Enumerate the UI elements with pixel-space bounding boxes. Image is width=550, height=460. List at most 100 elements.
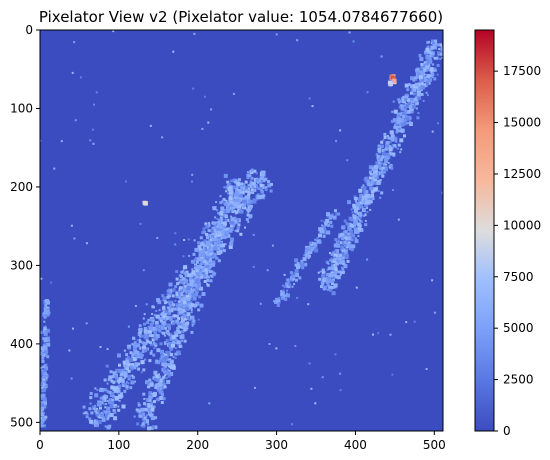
heatmap-cell <box>216 228 221 233</box>
heatmap-cell <box>219 195 222 198</box>
heatmap-cell <box>181 326 185 330</box>
heatmap-cell <box>166 295 170 299</box>
colorbar-tick-label: 17500 <box>503 64 541 78</box>
heatmap-cell <box>110 393 114 397</box>
heatmap-cell <box>222 209 227 213</box>
heatmap-cell <box>180 318 185 323</box>
heatmap-cell <box>44 343 47 346</box>
heatmap-cell <box>157 300 162 305</box>
heatmap-cell <box>183 328 187 332</box>
heatmap-cell <box>291 274 296 279</box>
heatmap-cell <box>352 214 355 216</box>
heatmap-cell <box>139 335 142 338</box>
heatmap-cell <box>179 286 183 290</box>
heatmap-cell <box>440 46 443 51</box>
heatmap-cell <box>389 152 393 156</box>
colorbar-tick-label: 0 <box>503 424 511 438</box>
heatmap-cell <box>425 91 428 94</box>
heatmap-cell <box>170 353 174 356</box>
heatmap-cell <box>366 180 370 184</box>
heatmap-cell <box>232 222 236 226</box>
heatmap-cell <box>418 86 422 90</box>
heatmap-cell <box>327 262 330 265</box>
heatmap-cell <box>358 206 361 209</box>
heatmap-cell <box>216 217 219 220</box>
heatmap-cell <box>115 368 120 373</box>
heatmap-cell <box>159 387 162 390</box>
heatmap-cell <box>354 211 357 214</box>
heatmap-cell <box>426 57 430 61</box>
heatmap-cell <box>267 183 272 188</box>
heatmap-cell <box>41 356 45 360</box>
heatmap-cell <box>225 215 228 217</box>
heatmap-cell <box>43 364 46 367</box>
heatmap-cell <box>290 423 293 426</box>
heatmap-cell <box>286 293 290 298</box>
heatmap-cell <box>142 317 145 320</box>
heatmap-cell <box>200 275 204 279</box>
heatmap-cell <box>182 281 186 285</box>
heatmap-cell <box>210 108 213 111</box>
heatmap-cell <box>240 186 244 189</box>
heatmap-cell <box>191 180 193 183</box>
heatmap-cell <box>105 395 108 397</box>
heatmap-cell <box>122 384 126 387</box>
heatmap-cell <box>83 405 86 408</box>
heatmap-cell <box>188 303 192 307</box>
heatmap-cell <box>156 237 159 239</box>
heatmap-cell <box>252 233 255 236</box>
heatmap-cell <box>162 317 166 321</box>
heatmap-cell <box>104 388 108 392</box>
heatmap-cell <box>208 225 210 228</box>
heatmap-cell <box>203 253 207 257</box>
heatmap-cell <box>191 324 194 327</box>
heatmap-cell <box>212 206 217 211</box>
heatmap-cell <box>270 183 273 186</box>
heatmap-cell <box>175 319 180 324</box>
heatmap-cell <box>153 347 156 350</box>
heatmap-cell <box>160 354 165 359</box>
heatmap-cell <box>209 255 213 259</box>
x-tick-label: 500 <box>423 438 446 452</box>
heatmap-cell <box>313 243 316 245</box>
heatmap-cell <box>178 281 181 284</box>
heatmap-cell <box>404 110 408 114</box>
heatmap-cell <box>398 127 401 130</box>
heatmap-cell <box>206 255 209 258</box>
heatmap-cell <box>85 415 89 419</box>
heatmap-cell <box>253 188 257 192</box>
heatmap-cell <box>138 338 141 341</box>
heatmap-cell <box>137 332 142 336</box>
heatmap-cell <box>392 189 394 191</box>
heatmap-cell <box>42 329 46 333</box>
heatmap-cell <box>143 397 146 400</box>
heatmap-cell <box>117 408 121 412</box>
heatmap-cell <box>163 301 167 305</box>
heatmap-cell <box>419 57 424 61</box>
heatmap-cell <box>168 326 171 330</box>
heatmap-cell <box>364 179 368 183</box>
heatmap-cell <box>212 271 215 275</box>
heatmap-cell <box>217 224 221 228</box>
heatmap-cell <box>322 278 327 283</box>
heatmap-cell <box>214 216 217 219</box>
heatmap-cell <box>397 118 401 122</box>
heatmap-cell <box>289 277 293 281</box>
heatmap-cell <box>246 208 250 212</box>
heatmap-cell <box>399 118 404 123</box>
heatmap-cell <box>220 232 223 235</box>
heatmap-cell <box>344 230 348 234</box>
heatmap-cell <box>281 291 285 294</box>
colorbar-tick-label: 12500 <box>503 167 541 181</box>
x-tick-label: 400 <box>344 438 367 452</box>
heatmap-cell <box>179 345 182 348</box>
heatmap-cell <box>353 219 357 223</box>
heatmap-cell <box>433 57 436 60</box>
heatmap-cell <box>370 196 375 200</box>
heatmap-cell <box>325 223 327 226</box>
heatmap-cell <box>155 321 159 324</box>
heatmap-cell <box>390 166 394 170</box>
heatmap-cell <box>347 236 352 241</box>
heatmap-cell <box>154 425 158 429</box>
heatmap-cell <box>155 359 159 363</box>
